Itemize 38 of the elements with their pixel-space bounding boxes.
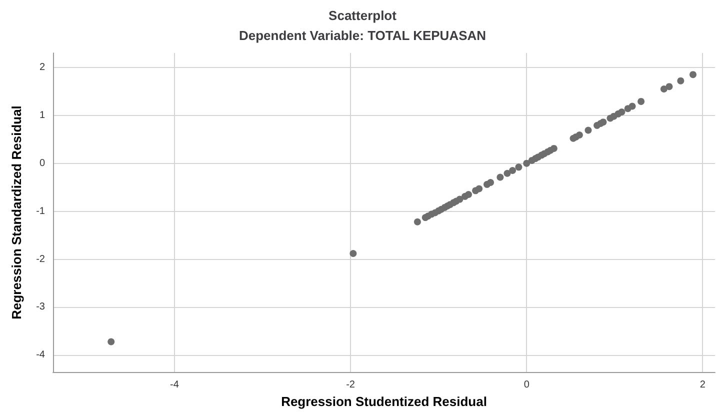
point <box>414 218 421 226</box>
point <box>618 108 626 116</box>
x-tick-label: -2 <box>346 380 356 390</box>
y-tick-label: -4 <box>36 350 46 361</box>
chart-title: Scatterplot <box>328 8 398 23</box>
point <box>476 185 483 192</box>
point <box>576 132 583 139</box>
x-tick-label: 0 <box>524 380 530 390</box>
x-tick-label: -4 <box>170 380 180 390</box>
y-tick-label: -2 <box>36 254 46 265</box>
point <box>584 126 592 134</box>
point <box>465 191 472 198</box>
point <box>515 164 522 171</box>
point <box>496 174 504 181</box>
y-tick-label: -3 <box>36 302 46 313</box>
point <box>690 71 696 78</box>
y-tick-label: 1 <box>39 110 46 121</box>
y-tick-label: 2 <box>39 62 46 73</box>
y-tick-label: -1 <box>36 206 46 217</box>
point <box>677 77 684 84</box>
point <box>487 179 494 186</box>
point <box>108 338 115 346</box>
point <box>456 196 464 203</box>
point <box>350 250 357 258</box>
point <box>509 167 516 174</box>
y-tick-label: 0 <box>39 158 46 169</box>
point <box>666 83 673 90</box>
point <box>523 160 530 167</box>
point <box>660 85 668 92</box>
x-tick-label: 2 <box>700 380 706 390</box>
y-axis-title: Regression Standardized Residual <box>9 106 24 320</box>
point <box>638 98 645 105</box>
point <box>600 118 607 126</box>
point <box>628 102 636 110</box>
chart-subtitle: Dependent Variable: TOTAL KEPUASAN <box>238 28 486 43</box>
point <box>504 170 511 177</box>
point <box>550 144 558 152</box>
x-axis-title: Regression Studentized Residual <box>281 394 487 409</box>
